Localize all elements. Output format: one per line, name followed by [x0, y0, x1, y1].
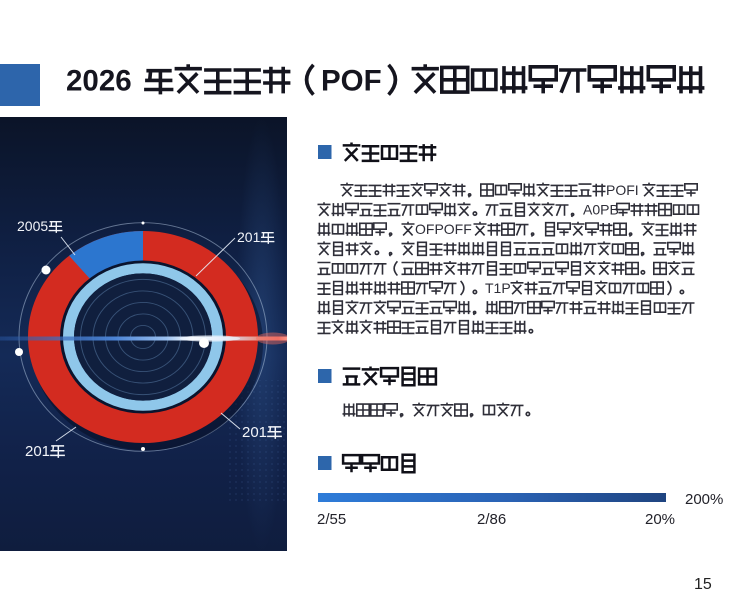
svg-text:OFPOFF: OFPOFF — [415, 221, 472, 237]
svg-text:2026: 2026 — [66, 64, 132, 97]
svg-text:2/55: 2/55 — [317, 511, 346, 528]
svg-text:A0PB: A0PB — [583, 202, 619, 218]
svg-text:20%: 20% — [645, 511, 675, 528]
svg-text:201: 201 — [237, 229, 261, 245]
svg-text:POF: POF — [321, 64, 382, 97]
svg-text:201: 201 — [242, 424, 267, 441]
svg-text:15: 15 — [694, 576, 712, 593]
svg-text:2/86: 2/86 — [477, 511, 506, 528]
svg-text:T1P: T1P — [485, 280, 511, 296]
svg-text:POFI: POFI — [606, 182, 639, 198]
svg-text:201: 201 — [25, 443, 50, 460]
svg-text:2005: 2005 — [17, 218, 48, 234]
svg-text:200%: 200% — [685, 491, 723, 508]
